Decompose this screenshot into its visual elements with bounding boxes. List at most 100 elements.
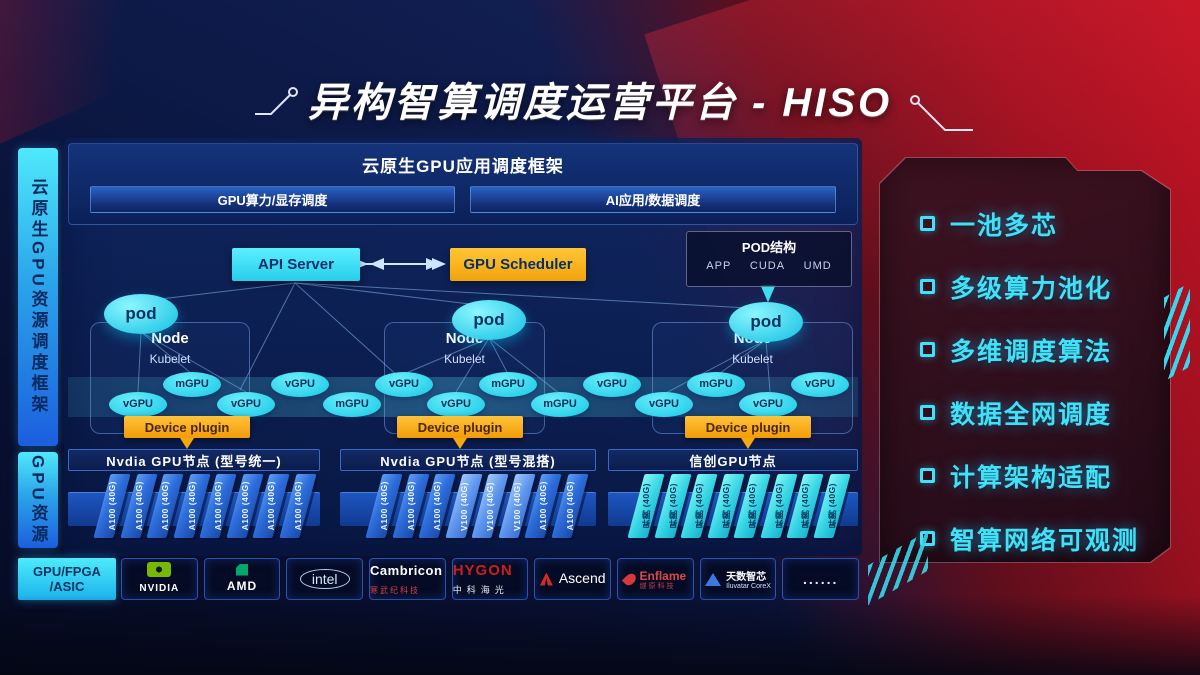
vendor-text-group: HYGON 中科海光 [453,562,528,598]
pod-structure-item: CUDA [749,260,786,272]
feature-label: 智算网络可观测 [950,526,1140,555]
vendor-logo-box: Cambricon 寒武纪科技 [369,558,446,600]
gpu-cards-group-1: A100 (40G) A100 (40G) A100 (40G) A100 (40G)… [93,474,317,540]
gpu-card-label: A100 (40G) [292,481,303,531]
gpu-fpga-line2: /ASIC [49,579,85,594]
vendor-name: AMD [226,578,258,593]
gpu-fpga-line1: GPU/FPGA [33,564,101,579]
vendor-logo-box: HYGON 中科海光 [451,558,529,600]
vendor-text-group: Cambricon 寒武纪科技 [370,562,445,598]
vendor-name: HYGON [452,561,513,579]
kubelet-label: Kubelet [732,352,773,366]
vendor-name: ...... [803,570,839,587]
gpu-unit-ellipse: vGPU [271,372,329,397]
vendor-logo-box: ...... [782,558,860,600]
vendor-subname: Iluvatar CoreX [726,583,771,590]
vendor-logo-box: AMD [203,558,281,600]
gpu-unit-ellipse: mGPU [479,372,537,397]
gpu-card-label: A100 (40G) [266,481,277,531]
vendor-logo-icon [621,570,638,588]
vendor-logo-icon [147,562,172,577]
vendor-logo-box: intel [286,558,364,600]
vendor-name: intel [299,568,350,589]
gpu-card-label: 昇腾 (40G) [694,483,705,529]
feature-label: 一池多芯 [950,211,1059,240]
vendor-name: Ascend [558,570,606,586]
gpu-card-label: A100 (40G) [405,481,416,531]
vendor-logo-box: Ascend [534,558,612,600]
feature-item: 多级算力池化 [880,255,1170,318]
gpu-card-label: 昇腾 (40G) [826,483,837,529]
gpu-card-label: A100 (40G) [538,481,549,531]
gpu-unit-ellipse: mGPU [323,392,381,417]
bar-ai-app-data-scheduling: AI应用/数据调度 [470,186,836,213]
gpu-card-label: 昇腾 (40G) [747,483,758,529]
vendor-text-group: NVIDIA [139,578,179,596]
square-bullet-icon [920,279,935,294]
device-plugin-arrow-3 [741,438,755,449]
api-server-box: API Server [232,248,360,281]
vendor-text-group: 天数智芯 Iluvatar CoreX [726,568,771,590]
square-bullet-icon [920,405,935,420]
gpu-unit-ellipse: vGPU [427,392,485,417]
sidebar-gpu-text: GPU资源 [28,454,48,546]
vendor-name: NVIDIA [139,583,180,594]
vendor-name: 天数智芯 [726,572,767,583]
gpu-unit-ellipse: vGPU [791,372,849,397]
gpu-unit-ellipse: mGPU [687,372,745,397]
gpu-card-label: A100 (40G) [213,481,224,531]
gpu-unit-ellipse: vGPU [583,372,641,397]
gpu-unit-ellipse: mGPU [163,372,221,397]
feature-item: 数据全网调度 [880,381,1170,444]
gpu-card-label: A100 (40G) [239,481,250,531]
gpu-unit-ellipse: vGPU [739,392,797,417]
pod-structure-items: APP CUDA UMD [687,260,851,272]
page-title: 异构智算调度运营平台 - HISO [307,81,893,125]
feature-item: 智算网络可观测 [880,507,1170,570]
vendor-name: Enflame [639,568,687,583]
vendor-name: Cambricon [370,562,443,578]
node-group-title-xinchuang: 信创GPU节点 [608,449,858,471]
device-plugin-3: Device plugin [685,416,811,438]
gpu-card-label: 昇腾 (40G) [641,483,651,529]
gpu-card-label: V100 (40G) [485,481,496,531]
sidebar-framework-label: 云原生GPU资源调度框架 [18,148,58,446]
gpu-unit-ellipse: vGPU [109,392,167,417]
square-bullet-icon [920,216,935,231]
gpu-card-label: A100 (40G) [432,481,443,531]
node-label: Node [151,330,189,347]
kubelet-label: Kubelet [444,352,485,366]
device-plugin-arrow-2 [453,438,467,449]
pod-structure-item: APP [706,260,732,272]
pod-ellipse-1: pod [104,294,178,334]
gpu-card-label: A100 (40G) [107,481,118,531]
pod-structure-title: POD结构 [741,240,797,255]
vendor-logo-box: NVIDIA [121,558,198,600]
square-bullet-icon [920,468,935,483]
feature-item: 多维调度算法 [880,318,1170,381]
vendor-logo-icon [539,572,553,586]
gpu-card-label: 昇腾 (40G) [800,483,811,529]
gpu-card-label: A100 (40G) [186,481,197,531]
gpu-unit-ellipse: vGPU [217,392,275,417]
gpu-card-label: 昇腾 (40G) [720,483,731,529]
vendor-text-group: Ascend [559,570,606,588]
pod-ellipse-2: pod [452,300,526,340]
vendor-subname: 中科海光 [452,584,509,595]
gpu-unit-ellipse: vGPU [375,372,433,397]
pod-structure-box: POD结构 APP CUDA UMD [686,231,852,287]
kubelet-label: Kubelet [149,352,191,366]
device-plugin-1: Device plugin [124,416,250,438]
vendor-text-group: AMD [227,577,257,595]
vendor-logo-strip: NVIDIA AMD intel [121,558,860,600]
gpu-card-label: A100 (40G) [133,481,144,531]
vendor-subname: 寒武纪科技 [370,585,421,595]
gpu-unit-ellipse: vGPU [635,392,693,417]
node-group-title-mixed: Nvdia GPU节点 (型号混搭) [340,449,596,471]
gpu-card-label: A100 (40G) [564,481,575,531]
sidebar-framework-text: 云原生GPU资源调度框架 [28,178,48,416]
gpu-unit-ellipse: mGPU [531,392,589,417]
gpu-cards-group-3: 昇腾 (40G) 昇腾 (40G) 昇腾 (40G) 昇腾 (40G) 昇腾 (40G)… [627,474,851,540]
square-bullet-icon [920,342,935,357]
